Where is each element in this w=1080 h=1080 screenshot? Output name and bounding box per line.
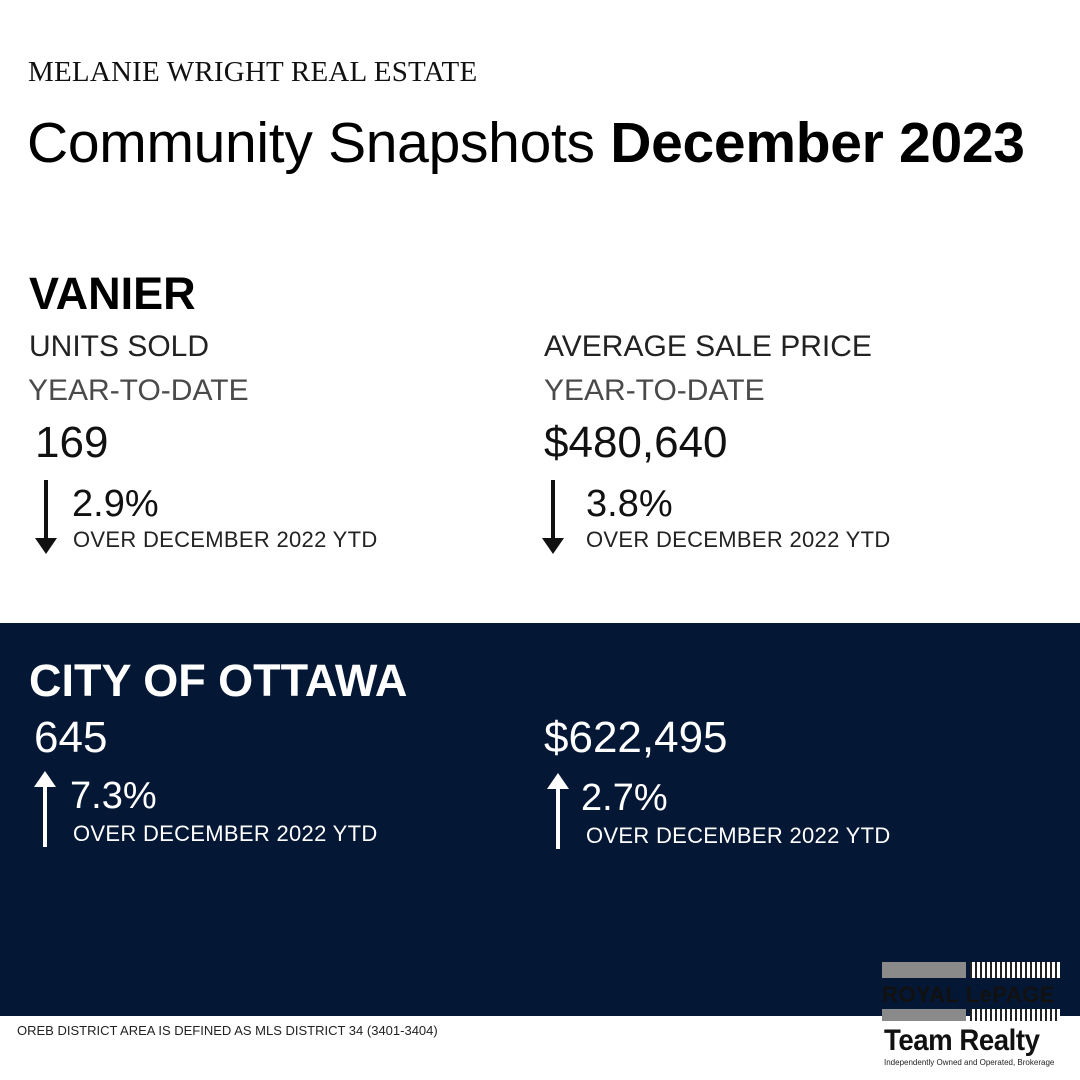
city-of-ottawa-panel: CITY OF OTTAWA 645 7.3% OVER DECEMBER 20… — [0, 623, 1080, 1016]
arrow-down-icon — [542, 480, 564, 554]
arrow-down-icon — [35, 480, 57, 554]
ottawa-units-value: 645 — [34, 713, 108, 762]
logo-tagline: Independently Owned and Operated, Broker… — [884, 1058, 1055, 1067]
ottawa-heading: CITY OF OTTAWA — [29, 655, 408, 706]
vanier-price-change: 3.8% — [586, 483, 673, 525]
ottawa-units-change: 7.3% — [70, 775, 157, 817]
page-title: Community Snapshots December 2023 — [27, 110, 1025, 176]
ottawa-units-comparison: OVER DECEMBER 2022 YTD — [73, 821, 378, 846]
district-footnote: OREB DISTRICT AREA IS DEFINED AS MLS DIS… — [17, 1023, 438, 1038]
arrow-up-icon — [547, 773, 569, 849]
title-date: December 2023 — [610, 111, 1025, 175]
title-regular: Community Snapshots — [27, 111, 611, 175]
logo-team-realty: Team Realty — [884, 1024, 1040, 1057]
vanier-units-value: 169 — [35, 418, 109, 467]
price-period-label: YEAR-TO-DATE — [544, 374, 765, 407]
vanier-units-change: 2.9% — [72, 483, 159, 525]
ottawa-price-change: 2.7% — [581, 777, 668, 819]
arrow-up-icon — [34, 771, 56, 847]
logo-stripe-top — [882, 962, 1060, 982]
vanier-price-comparison: OVER DECEMBER 2022 YTD — [586, 527, 891, 552]
royal-lepage-logo: ROYAL LePAGE Team Realty Independently O… — [882, 962, 1060, 1072]
vanier-price-value: $480,640 — [544, 418, 728, 467]
units-period-label: YEAR-TO-DATE — [28, 374, 249, 407]
vanier-units-comparison: OVER DECEMBER 2022 YTD — [73, 527, 378, 552]
vanier-heading: VANIER — [29, 268, 196, 319]
ottawa-price-value: $622,495 — [544, 713, 728, 762]
ottawa-price-comparison: OVER DECEMBER 2022 YTD — [586, 823, 891, 848]
logo-brand-line: ROYAL LePAGE — [882, 982, 1056, 1007]
logo-stripe-bottom — [882, 1009, 1060, 1023]
brand-name: MELANIE WRIGHT REAL ESTATE — [28, 56, 478, 88]
avg-price-label: AVERAGE SALE PRICE — [544, 330, 872, 363]
units-sold-label: UNITS SOLD — [29, 330, 210, 363]
